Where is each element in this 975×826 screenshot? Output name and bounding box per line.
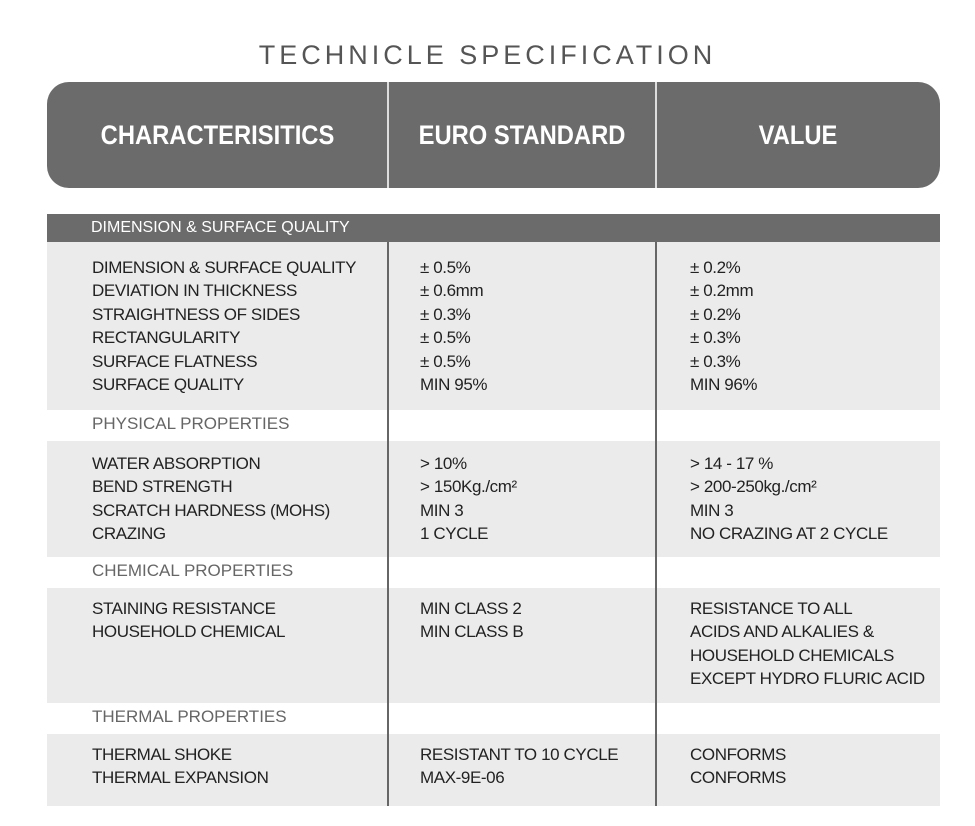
table-cell: MIN 3 [690,500,734,520]
table-cell: CRAZING [92,524,166,544]
section-label: CHEMICAL PROPERTIES [92,561,294,580]
table-cell: CONFORMS [690,768,786,788]
table-cell: > 150Kg./cm² [420,477,517,497]
value-column: > 14 - 17 % > 200-250kg./cm² MIN 3 NO CRAZI… [690,452,888,546]
table-cell: 1 CYCLE [420,524,489,544]
table-cell: WATER ABSORPTION [92,454,261,473]
characteristic-column: WATER ABSORPTION BEND STRENGTH SCRATCH HAR… [92,452,330,546]
table-cell: RECTANGULARITY [92,328,241,348]
header-value: VALUE [758,119,838,150]
section-label: PHYSICAL PROPERTIES [92,414,290,433]
characteristic-column: STAINING RESISTANCE HOUSEHOLD CHEMICAL [92,597,285,691]
table-cell: MIN CLASS 2 [420,599,522,618]
euro-standard-column: > 10% > 150Kg./cm² MIN 3 1 CYCLE [420,452,517,546]
header-euro-standard: EURO STANDARD [418,119,626,150]
table-cell: HOUSEHOLD CHEMICALS [690,645,894,665]
table-cell [92,644,285,667]
header-characteristics: CHARACTERISITICS [100,119,335,150]
euro-standard-column: MIN CLASS 2 MIN CLASS B [420,597,524,691]
table-cell: ± 0.2% [690,258,741,277]
column-divider [387,242,389,806]
table-cell: ACIDS AND ALKALIES & [690,622,874,642]
section-group [47,734,940,806]
characteristic-column: THERMAL SHOKE THERMAL EXPANSION [92,743,269,790]
table-cell: STRAIGHTNESS OF SIDES [92,304,300,324]
table-cell: MIN 95% [420,374,488,394]
table-cell: HOUSEHOLD CHEMICAL [92,622,286,642]
table-cell: EXCEPT HYDRO FLURIC ACID [690,669,925,689]
table-cell: RESISTANCE TO ALL [690,599,853,618]
section-label: DIMENSION & SURFACE QUALITY [47,214,940,242]
page-title: TECHNICLE SPECIFICATION [258,40,717,70]
table-cell: NO CRAZING AT 2 CYCLE [690,524,888,544]
table-cell: ± 0.5% [420,328,471,348]
table-cell: ± 0.3% [690,351,741,371]
table-cell: ± 0.5% [420,258,471,277]
header-divider [387,82,389,188]
table-cell: SURFACE FLATNESS [92,351,258,371]
header-divider [655,82,657,188]
table-cell: MIN 96% [690,374,758,394]
table-cell: ± 0.3% [690,328,741,348]
table-cell: THERMAL EXPANSION [92,768,269,788]
table-header: CHARACTERISITICS EURO STANDARD VALUE [47,82,940,188]
table-cell: SCRATCH HARDNESS (MOHS) [92,500,330,520]
table-cell: RESISTANT TO 10 CYCLE [420,745,619,764]
table-cell: ± 0.2% [690,304,741,324]
section-group [47,242,940,410]
table-cell: ± 0.2mm [690,281,754,301]
table-cell: SURFACE QUALITY [92,374,244,394]
column-divider [655,242,657,806]
table-cell: MIN CLASS B [420,622,524,642]
section-label: THERMAL PROPERTIES [92,707,287,726]
table-cell: > 10% [420,454,467,473]
euro-standard-column: ± 0.5% ± 0.6mm ± 0.3% ± 0.5% ± 0.5% MIN 95% [420,256,488,396]
table-cell: > 200-250kg./cm² [690,477,817,497]
value-column: RESISTANCE TO ALL ACIDS AND ALKALIES & HOU… [690,597,925,691]
characteristic-column: DIMENSION & SURFACE QUALITY DEVIATION IN … [92,256,356,396]
table-cell: ± 0.3% [420,304,471,324]
table-cell [420,667,523,690]
table-cell: DIMENSION & SURFACE QUALITY [92,258,357,277]
table-cell: MIN 3 [420,500,464,520]
table-cell: ± 0.5% [420,351,471,371]
section-group [47,588,940,703]
table-cell: > 14 - 17 % [690,454,774,473]
table-cell: DEVIATION IN THICKNESS [92,281,297,301]
table-cell [420,644,523,667]
table-cell: CONFORMS [690,745,786,764]
table-cell: ± 0.6mm [420,281,484,301]
table-cell: BEND STRENGTH [92,477,233,497]
euro-standard-column: RESISTANT TO 10 CYCLE MAX-9E-06 [420,743,619,790]
table-cell: MAX-9E-06 [420,768,505,788]
table-cell: STAINING RESISTANCE [92,599,276,618]
table-cell: THERMAL SHOKE [92,745,232,764]
value-column: CONFORMS CONFORMS [690,743,786,790]
value-column: ± 0.2% ± 0.2mm ± 0.2% ± 0.3% ± 0.3% MIN 96% [690,256,758,396]
section-group [47,441,940,557]
table-cell [92,667,285,690]
